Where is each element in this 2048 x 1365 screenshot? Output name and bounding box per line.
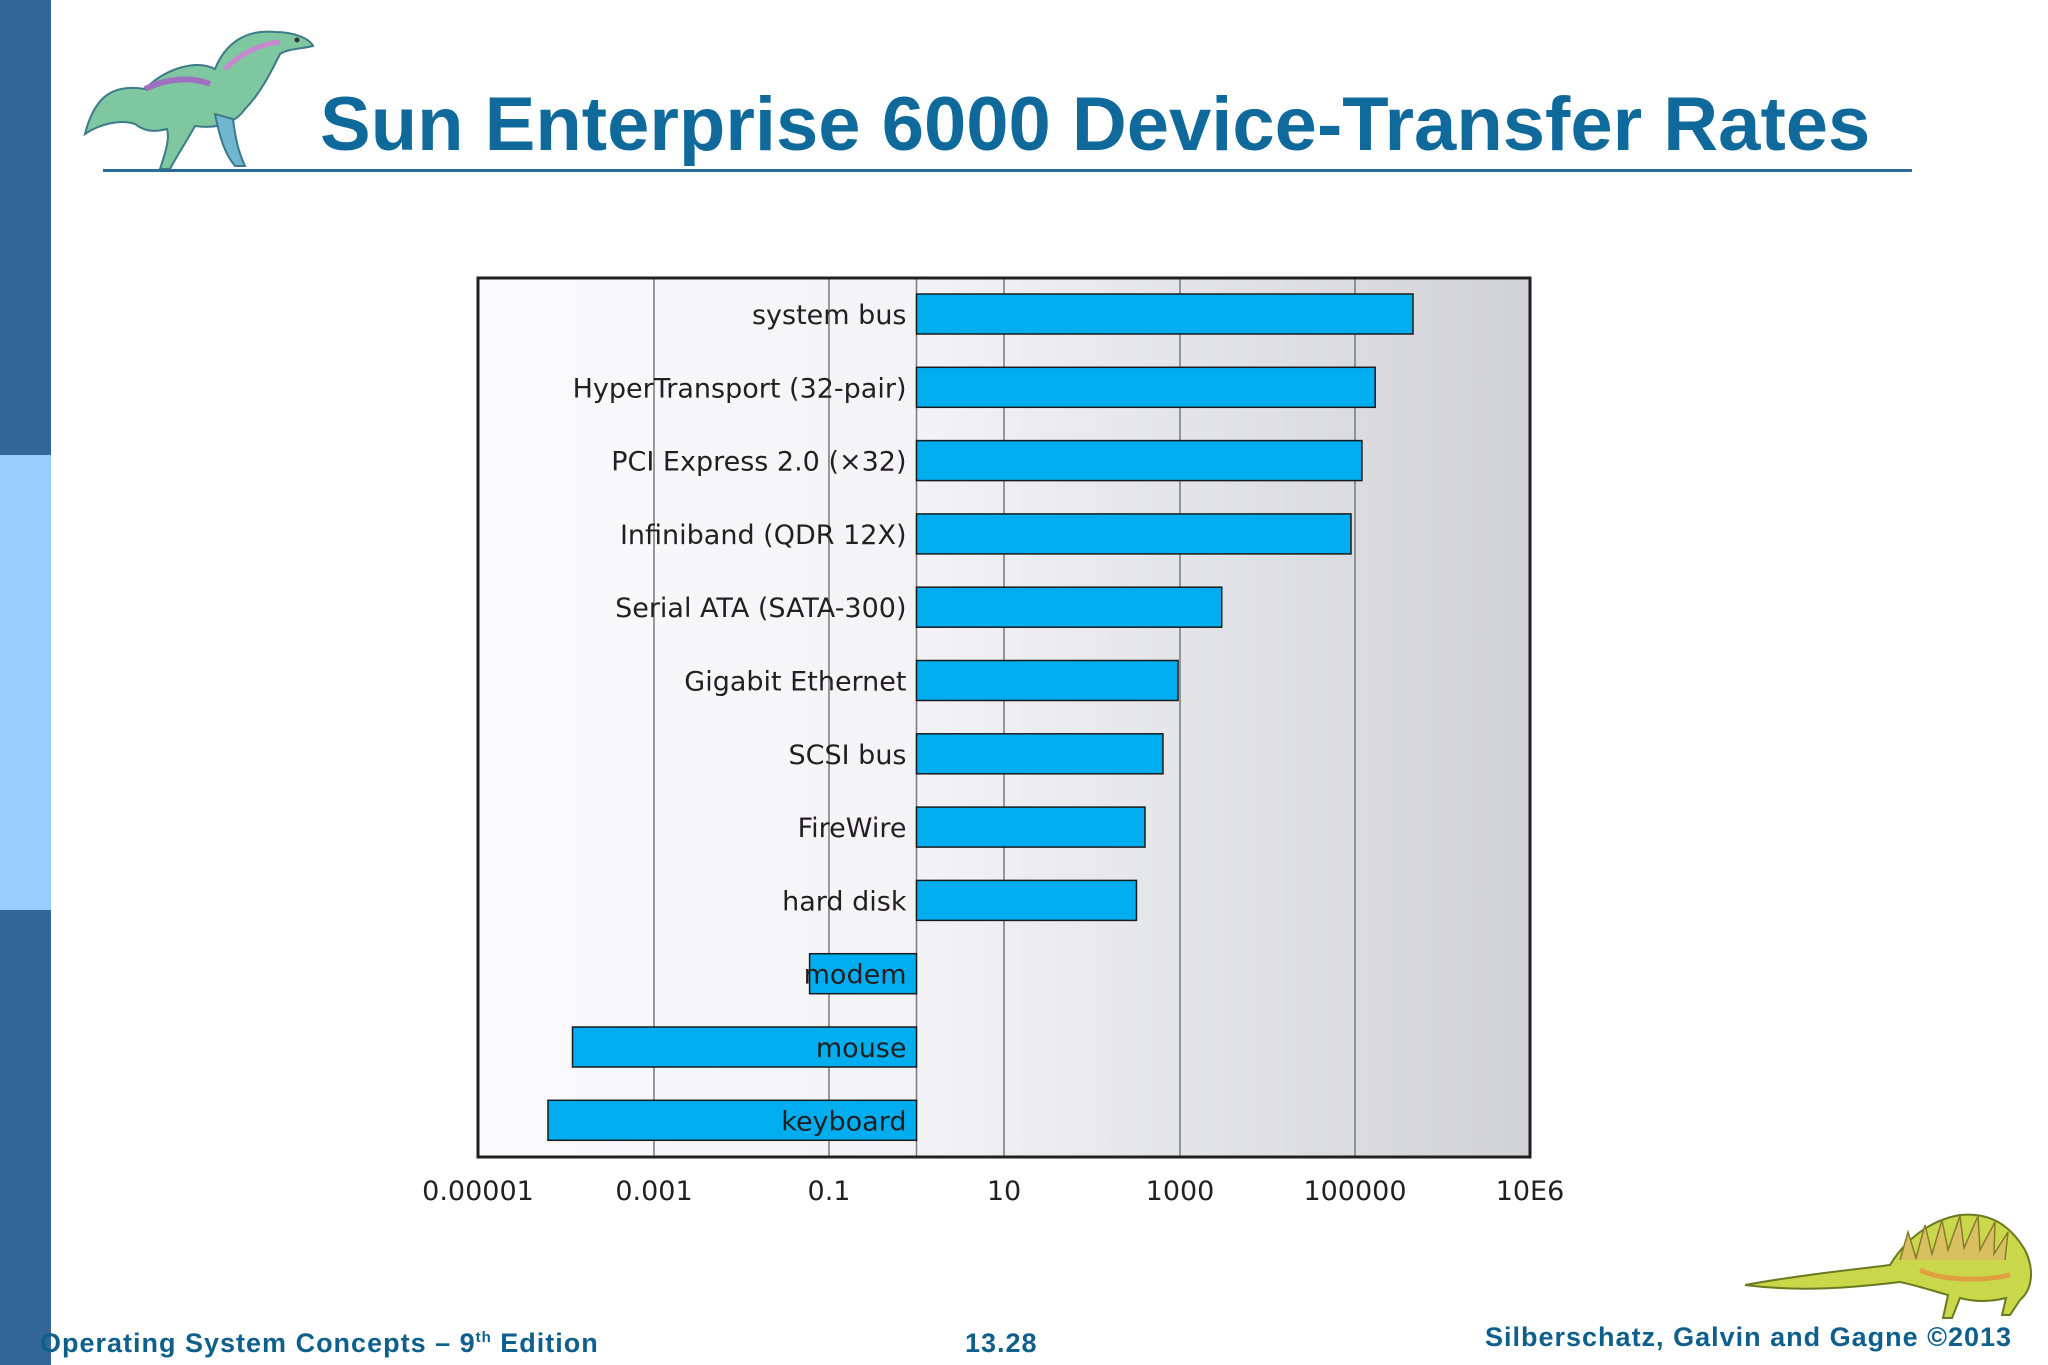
bar-label-0: system bus: [752, 300, 907, 331]
bar-3: [915, 513, 1352, 555]
bar-label-6: SCSI bus: [789, 740, 907, 771]
footer-authors: Silberschatz, Galvin and Gagne ©2013: [1485, 1322, 2013, 1352]
dinosaur-top-icon: [83, 30, 315, 170]
x-tick-label: 0.001: [615, 1176, 692, 1207]
bar-8: [915, 879, 1138, 922]
bar-label-11: keyboard: [781, 1106, 906, 1137]
footer-book-title: Operating System Concepts – 9th Edition: [40, 1328, 599, 1359]
bar-label-9: modem: [804, 960, 907, 991]
bars: [547, 293, 1414, 1142]
x-tick-label: 100000: [1303, 1176, 1406, 1207]
bar-9: [808, 952, 918, 995]
grid-lines: [653, 278, 1356, 1157]
dinosaur-bottom-icon: [1744, 1213, 2032, 1319]
x-tick-label: 0.00001: [422, 1176, 534, 1207]
bar-label-7: FireWire: [798, 813, 907, 844]
bar-11: [547, 1099, 918, 1142]
bar-6: [915, 733, 1164, 775]
bar-label-10: mouse: [816, 1033, 907, 1064]
bar-7: [915, 806, 1146, 848]
sidebar-segment-top: [0, 0, 51, 455]
footer-book-title-main: Operating System Concepts – 9: [40, 1328, 476, 1358]
sidebar-segment-middle: [0, 455, 51, 910]
bar-label-3: Infiniband (QDR 12X): [620, 520, 907, 551]
bar-label-2: PCI Express 2.0 (×32): [611, 447, 906, 478]
x-tick-labels: 0.00001 0.001 0.1 10 1000 100000 10E6: [422, 1176, 1564, 1207]
bar-label-4: Serial ATA (SATA-300): [615, 593, 906, 624]
footer-page-number: 13.28: [965, 1328, 1038, 1358]
plot-frame: [476, 276, 1532, 1159]
page-title: Sun Enterprise 6000 Device-Transfer Rate…: [320, 82, 1871, 167]
bar-1: [915, 366, 1376, 409]
x-tick-label: 0.1: [808, 1176, 851, 1207]
x-tick-label: 10E6: [1496, 1176, 1565, 1207]
bar-0: [915, 293, 1414, 335]
footer-book-title-edition: Edition: [491, 1328, 599, 1358]
bar-label-1: HyperTransport (32-pair): [573, 373, 907, 404]
sidebar-segment-bottom: [0, 910, 51, 1365]
bar-5: [915, 659, 1179, 702]
bar-2: [915, 439, 1363, 482]
title-divider: [103, 169, 1912, 172]
bar-label-8: hard disk: [782, 886, 907, 917]
category-labels: system bus HyperTransport (32-pair) PCI Ex…: [573, 300, 907, 1137]
sidebar-stripe: [0, 0, 51, 1365]
bar-4: [915, 586, 1223, 628]
bar-10: [571, 1026, 918, 1068]
footer-book-title-superscript: th: [475, 1329, 492, 1346]
bar-label-5: Gigabit Ethernet: [684, 667, 906, 698]
x-tick-label: 1000: [1146, 1176, 1215, 1207]
x-tick-label: 10: [987, 1176, 1021, 1207]
